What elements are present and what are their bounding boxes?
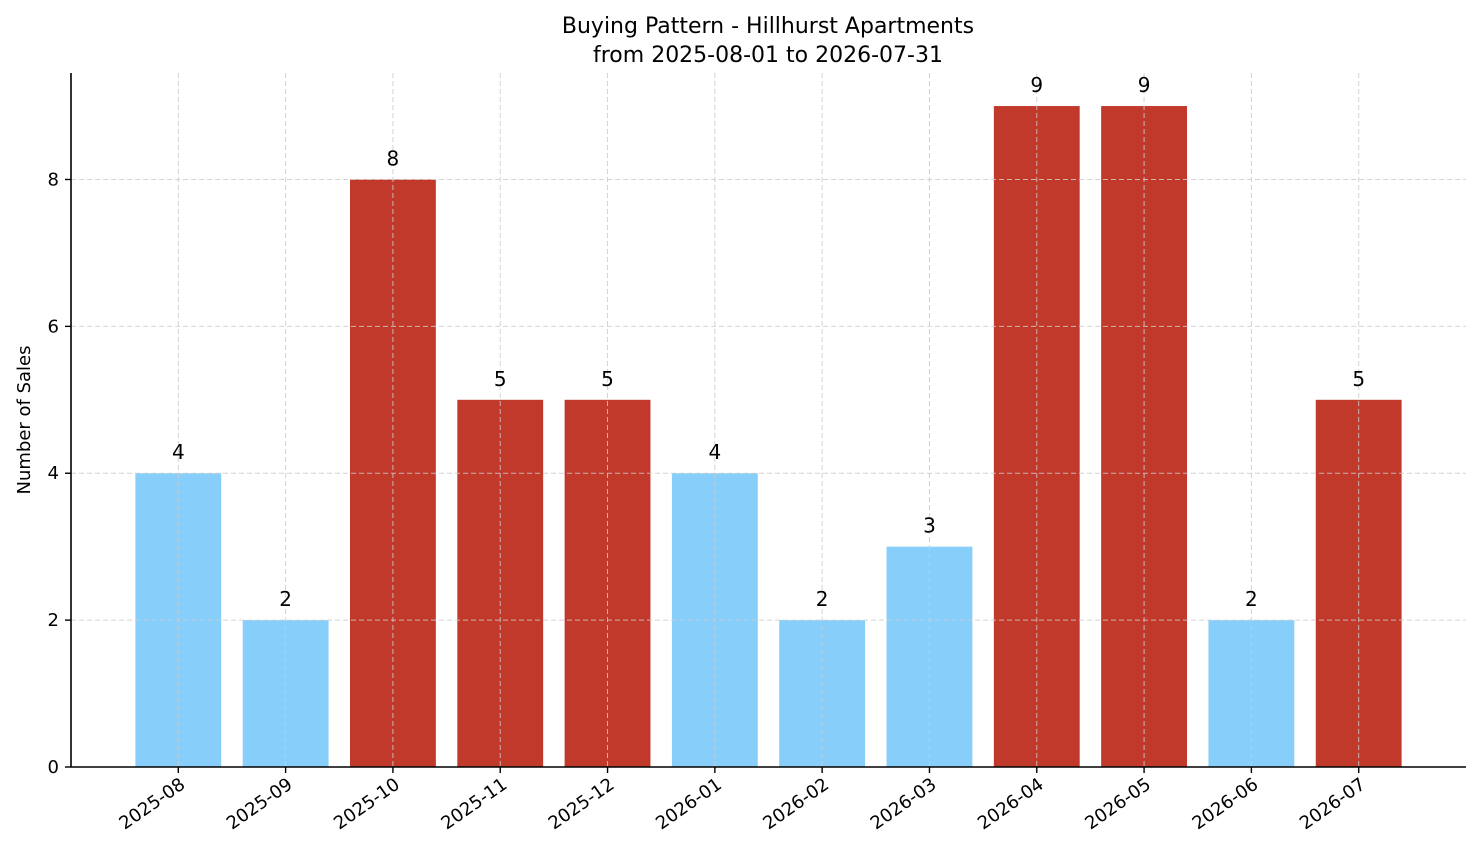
x-tick-label: 2025-08: [116, 774, 190, 834]
y-tick-label: 0: [48, 757, 59, 778]
bar-value-label: 2: [1245, 587, 1258, 611]
x-tick-label: 2026-02: [759, 774, 833, 834]
x-tick-label: 2026-07: [1296, 774, 1370, 834]
y-tick-label: 8: [48, 169, 59, 190]
bar-value-label: 3: [923, 514, 936, 538]
bar-2025-12: [564, 399, 651, 767]
bar-value-label: 2: [279, 587, 292, 611]
chart-title-line: Buying Pattern - Hillhurst Apartments: [562, 14, 974, 39]
bar-value-label: 2: [816, 587, 829, 611]
x-tick-label: 2026-04: [974, 774, 1048, 834]
x-tick-label: 2025-10: [330, 774, 404, 834]
bar-value-label: 9: [1030, 73, 1043, 97]
chart-title: Buying Pattern - Hillhurst Apartments fr…: [562, 14, 974, 68]
y-axis-label: Number of Sales: [14, 345, 35, 494]
bar-2025-11: [457, 399, 544, 767]
bar-value-label: 5: [494, 367, 507, 391]
bar-value-label: 9: [1138, 73, 1151, 97]
grid: [71, 73, 1466, 767]
bar-value-label: 8: [387, 146, 400, 170]
bar-value-label: 5: [1352, 367, 1365, 391]
bars: [135, 106, 1402, 768]
bar-2026-07: [1315, 399, 1402, 767]
x-tick-label: 2025-11: [437, 774, 511, 834]
y-tick-label: 2: [48, 610, 59, 631]
x-tick-label: 2026-06: [1189, 774, 1263, 834]
bar-value-label: 5: [601, 367, 614, 391]
y-tick-label: 6: [48, 316, 59, 337]
bar-value-label: 4: [172, 440, 185, 464]
chart-subtitle-line: from 2025-08-01 to 2026-07-31: [593, 43, 943, 68]
bar-value-labels: 4 2 8 5 5 4 2 3 9 9 2 5: [172, 73, 1365, 611]
y-tick-label: 4: [48, 463, 59, 484]
x-tick-label: 2026-05: [1081, 774, 1155, 834]
x-tick-label: 2026-03: [867, 774, 941, 834]
bar-value-label: 4: [708, 440, 721, 464]
x-tick-label: 2026-01: [652, 774, 726, 834]
x-tick-label: 2025-12: [545, 774, 619, 834]
x-tick-label: 2025-09: [223, 774, 297, 834]
